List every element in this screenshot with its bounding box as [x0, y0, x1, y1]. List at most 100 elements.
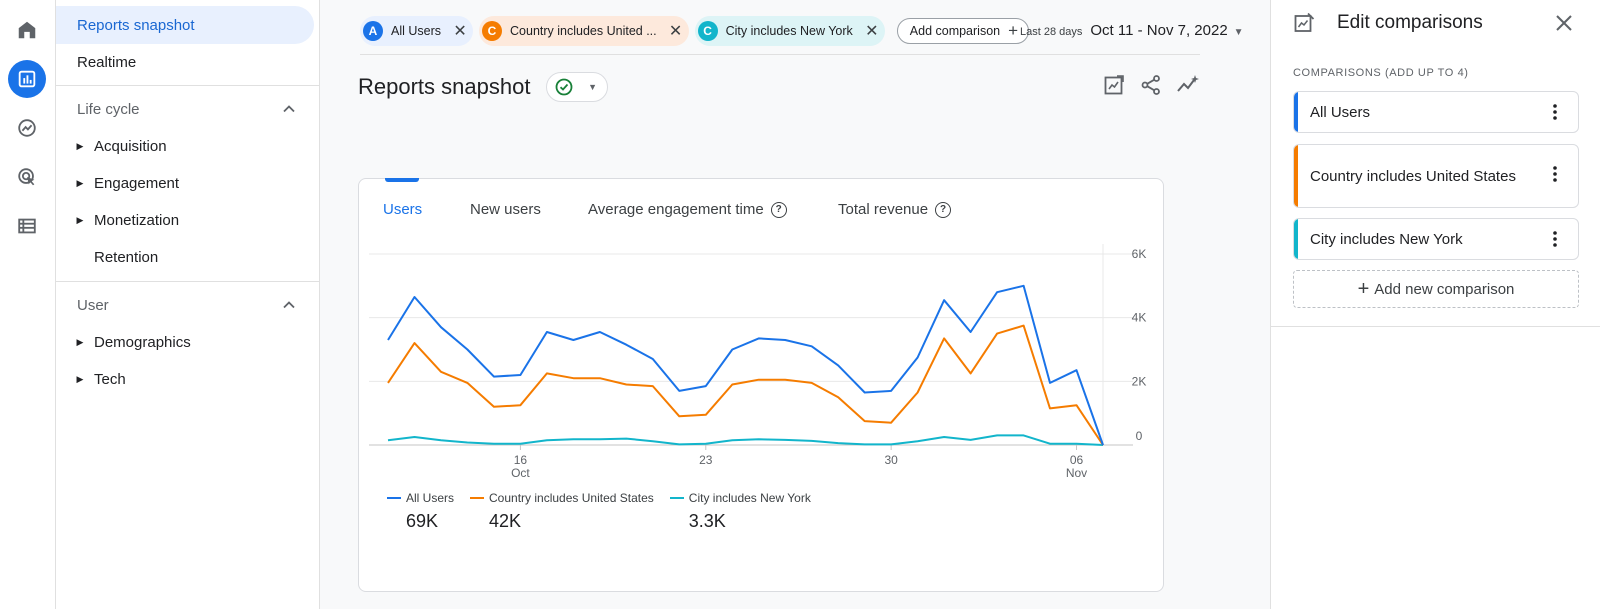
add-new-comparison-label: Add new comparison: [1374, 280, 1515, 298]
plus-icon: +: [1008, 21, 1019, 40]
legend-value: 42K: [489, 511, 522, 531]
legend-item-all-users: All Users 69K: [387, 491, 454, 532]
legend-label: Country includes United States: [489, 491, 654, 505]
nav-monetization[interactable]: ▶ Monetization: [66, 208, 180, 232]
configure-icon[interactable]: [8, 207, 46, 245]
comparison-color-bar: [1294, 92, 1298, 132]
x-tick-label: 16: [514, 453, 528, 467]
nav-section-label: Life cycle: [77, 100, 140, 118]
legend-value: 69K: [406, 511, 439, 531]
panel-divider: [1271, 326, 1600, 327]
add-new-comparison-button[interactable]: + Add new comparison: [1293, 270, 1579, 308]
legend-swatch: [470, 497, 485, 499]
x-tick-label: 30: [884, 453, 898, 467]
chevron-up-icon: [283, 105, 295, 113]
more-vert-icon[interactable]: [1546, 165, 1564, 183]
help-icon[interactable]: ?: [770, 201, 787, 218]
x-tick-month-label: Nov: [1066, 466, 1087, 480]
comparison-card-all-users[interactable]: All Users: [1293, 91, 1579, 133]
report-tools: [1090, 72, 1201, 98]
panel-subtitle: COMPARISONS (ADD UP TO 4): [1293, 67, 1469, 79]
legend-item-city: City includes New York 3.3K: [669, 491, 811, 532]
nav-demographics-label: Demographics: [94, 333, 191, 351]
reports-icon[interactable]: [8, 60, 46, 98]
caret-right-icon: ▶: [76, 177, 84, 188]
nav-tech[interactable]: ▶ Tech: [66, 367, 126, 391]
users-chart-card: Users New users Average engagement time …: [358, 178, 1164, 592]
close-icon[interactable]: ✕: [668, 23, 683, 40]
help-icon[interactable]: ?: [935, 201, 952, 218]
caret-down-icon: ▼: [1233, 27, 1244, 38]
nav-retention[interactable]: Retention: [66, 245, 158, 269]
edit-comparisons-panel: Edit comparisons COMPARISONS (ADD UP TO …: [1270, 0, 1600, 609]
nav-acquisition[interactable]: ▶ Acquisition: [66, 134, 167, 158]
advertising-icon[interactable]: [8, 158, 46, 196]
x-tick-month-label: Oct: [511, 466, 530, 480]
close-icon[interactable]: [1553, 12, 1575, 34]
tab-users[interactable]: Users: [383, 201, 422, 218]
y-tick-label: 6K: [1132, 247, 1147, 261]
nav-engagement[interactable]: ▶ Engagement: [66, 171, 180, 195]
comparison-chip-country[interactable]: C Country includes United ... ✕: [479, 16, 689, 46]
legend-label: City includes New York: [688, 491, 811, 505]
nav-demographics[interactable]: ▶ Demographics: [66, 330, 191, 354]
left-rail: [0, 0, 56, 609]
nav-divider: [56, 281, 320, 282]
tab-total-revenue[interactable]: Total revenue ?: [838, 201, 952, 218]
more-vert-icon[interactable]: [1546, 230, 1564, 248]
add-comparison-button[interactable]: Add comparison +: [896, 18, 1030, 44]
nav-acquisition-label: Acquisition: [94, 137, 167, 155]
comparison-chip-bar: A All Users ✕ C Country includes United …: [360, 16, 1030, 46]
x-tick-label: 23: [699, 453, 713, 467]
date-range-picker[interactable]: Last 28 days Oct 11 - Nov 7, 2022 ▼: [1020, 22, 1244, 39]
comparison-label: Country includes United States: [1310, 167, 1516, 185]
caret-right-icon: ▶: [76, 140, 84, 151]
panel-header: Edit comparisons: [1271, 0, 1600, 46]
legend-swatch: [387, 497, 401, 499]
legend-item-country: Country includes United States 42K: [470, 491, 654, 532]
date-range-value: Oct 11 - Nov 7, 2022: [1090, 22, 1228, 39]
chip-label: Country includes United ...: [510, 24, 657, 38]
active-tab-indicator: [385, 178, 419, 182]
legend-label: All Users: [406, 491, 455, 505]
chevron-up-icon: [283, 301, 295, 309]
tab-average-engagement-time[interactable]: Average engagement time ?: [588, 201, 787, 218]
chip-label: All Users: [391, 24, 442, 38]
tab-new-users[interactable]: New users: [470, 201, 541, 218]
page-title: Reports snapshot: [358, 74, 531, 99]
nav-realtime[interactable]: Realtime: [77, 53, 137, 71]
chip-badge: C: [482, 21, 503, 41]
home-icon[interactable]: [8, 11, 46, 49]
x-tick-label: 06: [1070, 453, 1084, 467]
reports-nav: Reports snapshot Realtime Life cycle ▶ A…: [56, 0, 320, 609]
series-line-all-users: [387, 284, 1104, 446]
comparison-label: City includes New York: [1310, 230, 1463, 248]
status-dropdown[interactable]: ▼: [546, 72, 608, 102]
chip-label: City includes New York: [725, 24, 853, 38]
tab-total-revenue-label: Total revenue: [838, 201, 929, 218]
more-vert-icon[interactable]: [1546, 103, 1564, 121]
header-divider: [360, 54, 1200, 55]
comparison-color-bar: [1294, 145, 1298, 207]
comparison-card-city[interactable]: City includes New York: [1293, 218, 1579, 260]
nav-reports-snapshot[interactable]: Reports snapshot: [56, 6, 314, 44]
caret-right-icon: ▶: [76, 214, 84, 225]
comparison-chip-city[interactable]: C City includes New York ✕: [694, 16, 885, 46]
close-icon[interactable]: ✕: [453, 23, 467, 40]
tab-new-users-label: New users: [470, 201, 541, 218]
comparison-chip-all-users[interactable]: A All Users ✕: [360, 16, 474, 46]
y-tick-label: 4K: [1132, 311, 1147, 325]
customize-report-icon[interactable]: [1101, 72, 1127, 98]
insights-icon[interactable]: [1175, 72, 1201, 98]
chip-badge: C: [697, 21, 718, 41]
y-tick-label: 0: [1136, 429, 1143, 443]
comparison-label: All Users: [1310, 103, 1371, 121]
nav-section-lifecycle[interactable]: Life cycle: [77, 97, 297, 121]
close-icon[interactable]: ✕: [865, 23, 879, 40]
share-icon[interactable]: [1138, 72, 1164, 98]
comparison-card-country[interactable]: Country includes United States: [1293, 144, 1579, 208]
caret-down-icon: ▼: [588, 82, 597, 92]
explore-icon[interactable]: [8, 109, 46, 147]
nav-section-user[interactable]: User: [77, 293, 297, 317]
nav-tech-label: Tech: [94, 370, 126, 388]
